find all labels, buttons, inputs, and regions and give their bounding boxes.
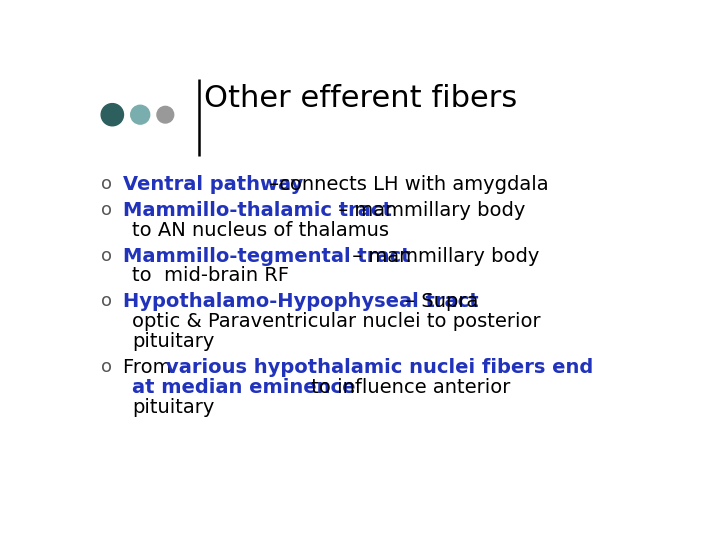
- Text: o: o: [101, 246, 112, 265]
- Text: From: From: [124, 358, 179, 377]
- Ellipse shape: [131, 105, 150, 124]
- Text: Other efferent fibers: Other efferent fibers: [204, 84, 518, 112]
- Text: Hypothalamo-Hypophyseal tract: Hypothalamo-Hypophyseal tract: [124, 292, 479, 311]
- Text: – mammillary body: – mammillary body: [332, 201, 525, 220]
- Text: Mammillo-thalamic tract: Mammillo-thalamic tract: [124, 201, 392, 220]
- Text: Mammillo-tegmental tract: Mammillo-tegmental tract: [124, 246, 411, 266]
- Text: optic & Paraventricular nuclei to posterior: optic & Paraventricular nuclei to poster…: [132, 312, 541, 331]
- Text: – Supra: – Supra: [399, 292, 479, 311]
- Text: o: o: [101, 358, 112, 376]
- Text: at median eminence: at median eminence: [132, 378, 356, 397]
- Text: o: o: [101, 175, 112, 193]
- Text: o: o: [101, 292, 112, 310]
- Text: to  mid-brain RF: to mid-brain RF: [132, 266, 289, 286]
- Ellipse shape: [101, 104, 124, 126]
- Text: –connects LH with amygdala: –connects LH with amygdala: [264, 175, 549, 194]
- Text: to AN nucleus of thalamus: to AN nucleus of thalamus: [132, 221, 389, 240]
- Text: pituitary: pituitary: [132, 398, 215, 417]
- Text: o: o: [101, 201, 112, 219]
- Text: Ventral pathway: Ventral pathway: [124, 175, 304, 194]
- Text: various hypothalamic nuclei fibers end: various hypothalamic nuclei fibers end: [166, 358, 593, 377]
- Text: – mammillary body: – mammillary body: [346, 246, 540, 266]
- Ellipse shape: [157, 106, 174, 123]
- Text: pituitary: pituitary: [132, 332, 215, 351]
- Text: to influence anterior: to influence anterior: [305, 378, 510, 397]
